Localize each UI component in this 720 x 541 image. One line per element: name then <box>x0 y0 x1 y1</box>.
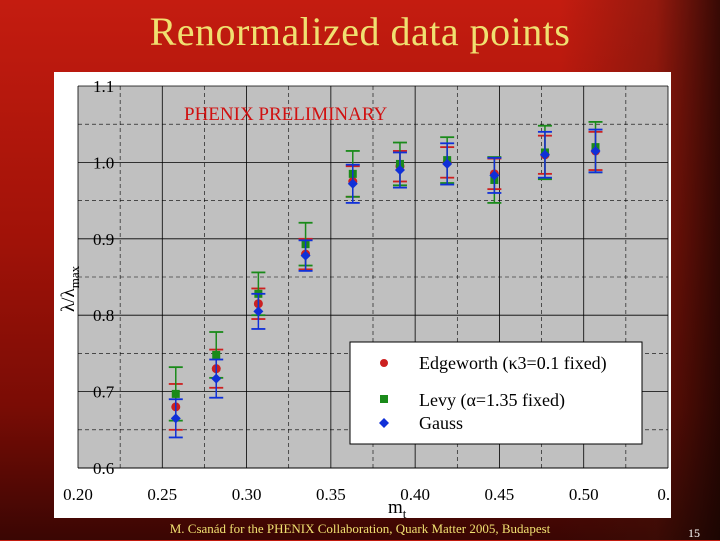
legend-marker-edgeworth <box>380 359 388 367</box>
point-gauss <box>539 149 550 160</box>
x-tick-labels: 0.20 0.25 0.30 0.35 0.40 0.45 0.50 0.5 <box>63 485 679 504</box>
legend-label-gauss: Gauss <box>419 413 463 433</box>
point-gauss <box>489 170 500 181</box>
x-tick-label: 0.25 <box>147 485 177 504</box>
x-axis-label-sub: t <box>403 506 407 518</box>
point-gauss <box>394 165 405 176</box>
x-tick-label: 0.30 <box>232 485 262 504</box>
point-gauss <box>442 158 453 169</box>
y-tick-label: 0.9 <box>93 230 114 249</box>
point-levy <box>212 350 221 359</box>
legend-box <box>349 341 643 445</box>
x-axis-label: mt <box>388 497 407 518</box>
x-tick-label: 0.45 <box>485 485 515 504</box>
y-axis-label-main: λ/λ <box>58 288 79 312</box>
legend-entry-edgeworth: Edgeworth (κ3=0.1 fixed) <box>380 353 607 374</box>
y-axis-label: λ/λmax <box>58 265 82 312</box>
point-gauss <box>347 178 358 189</box>
point-gauss <box>590 145 601 156</box>
chart-frame: PHENIX PRELIMINARY 0.6 0.7 0.8 0.9 1.0 1.1 0.… <box>54 72 679 521</box>
y-tick-label: 1.1 <box>93 77 114 96</box>
legend-label-edgeworth: Edgeworth (κ3=0.1 fixed) <box>419 353 607 374</box>
y-tick-labels: 0.6 0.7 0.8 0.9 1.0 1.1 <box>93 77 115 478</box>
legend-marker-gauss <box>379 418 389 428</box>
chart: PHENIX PRELIMINARY 0.6 0.7 0.8 0.9 1.0 1.1 0.… <box>58 77 679 521</box>
point-levy <box>171 389 180 398</box>
slide-title: Renormalized data points <box>149 9 571 54</box>
x-tick-label: 0.20 <box>63 485 93 504</box>
y-axis-label-sub: max <box>67 265 82 288</box>
legend: Edgeworth (κ3=0.1 fixed) Levy (α=1.35 fi… <box>349 341 643 445</box>
legend-label-levy: Levy (α=1.35 fixed) <box>419 390 565 411</box>
x-tick-label: 0.35 <box>316 485 346 504</box>
point-gauss <box>300 250 311 261</box>
x-tick-label: 0.5 <box>657 485 671 504</box>
legend-marker-levy <box>380 395 388 403</box>
page-number: 15 <box>688 526 700 540</box>
y-tick-label: 0.8 <box>93 306 114 325</box>
point-gauss <box>253 306 264 317</box>
legend-entry-levy: Levy (α=1.35 fixed) <box>380 390 565 411</box>
y-tick-label: 1.0 <box>93 153 114 172</box>
series-gauss <box>168 128 603 439</box>
y-tick-label: 0.7 <box>93 383 115 402</box>
x-tick-label: 0.50 <box>569 485 599 504</box>
gridlines <box>77 85 669 469</box>
legend-entry-gauss: Gauss <box>379 413 463 433</box>
x-axis-label-main: m <box>388 497 403 518</box>
watermark-text: PHENIX PRELIMINARY <box>184 104 387 125</box>
point-gauss <box>170 413 181 424</box>
y-tick-label: 0.6 <box>93 459 114 478</box>
x-tick-label: 0.40 <box>400 485 430 504</box>
point-gauss <box>211 373 222 384</box>
footer-text: M. Csanád for the PHENIX Collaboration, … <box>169 521 551 536</box>
data-series <box>168 121 603 439</box>
